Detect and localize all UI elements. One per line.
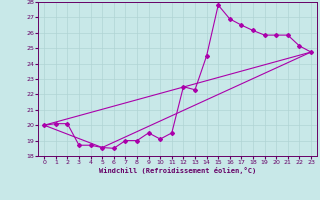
X-axis label: Windchill (Refroidissement éolien,°C): Windchill (Refroidissement éolien,°C) [99,167,256,174]
